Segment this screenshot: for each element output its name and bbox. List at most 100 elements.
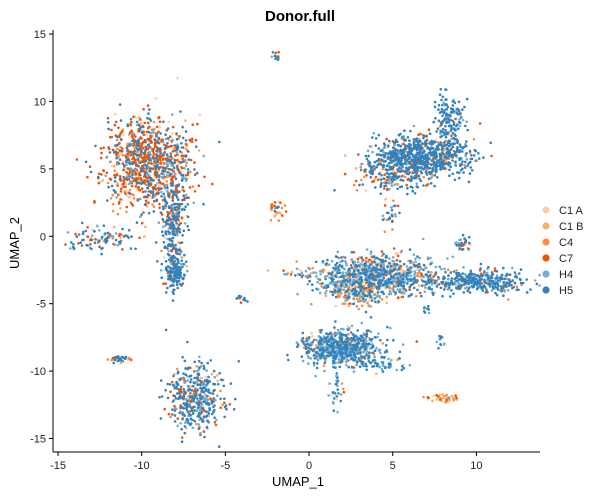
- data-point-h5: [176, 286, 179, 290]
- data-point-h4: [147, 173, 150, 177]
- data-point-h5: [461, 108, 464, 111]
- data-point-h5: [353, 291, 356, 295]
- data-point-h5: [439, 123, 443, 127]
- data-point-h5: [377, 279, 381, 282]
- data-point-c1-a: [310, 331, 313, 335]
- data-point-h5: [339, 275, 343, 279]
- data-point-h5: [368, 266, 371, 269]
- data-point-h5: [362, 356, 366, 359]
- data-point-h4: [176, 424, 179, 428]
- data-point-h5: [392, 146, 395, 150]
- data-point-h5: [490, 271, 494, 274]
- data-point-h5: [437, 108, 440, 111]
- data-point-h5: [321, 353, 325, 357]
- data-point-h5: [164, 166, 167, 170]
- data-point-h5: [379, 183, 383, 187]
- data-point-h5: [426, 275, 430, 278]
- data-point-h5: [309, 347, 313, 351]
- data-point-c7: [383, 173, 386, 177]
- data-point-h5: [351, 344, 355, 347]
- data-point-c4: [415, 274, 419, 277]
- data-point-c7: [189, 158, 193, 162]
- data-point-c1-b: [101, 179, 105, 182]
- data-point-h4: [339, 393, 343, 396]
- data-point-h5: [326, 258, 329, 262]
- data-point-h5: [177, 223, 181, 226]
- data-point-h5: [347, 328, 350, 332]
- data-point-h5: [487, 265, 490, 269]
- data-point-h4: [443, 342, 446, 346]
- data-point-h5: [80, 221, 84, 225]
- data-point-c7: [169, 390, 172, 394]
- data-point-h5: [370, 168, 373, 171]
- data-point-h5: [126, 149, 129, 152]
- data-point-h4: [337, 331, 341, 335]
- data-point-c7: [400, 174, 404, 178]
- data-point-h5: [367, 160, 370, 163]
- data-point-h5: [490, 274, 493, 278]
- data-point-h4: [319, 272, 322, 276]
- data-point-h5: [171, 290, 174, 294]
- data-point-h4: [306, 355, 310, 358]
- data-point-h5: [177, 198, 180, 201]
- data-point-h4: [143, 162, 147, 165]
- data-point-h5: [449, 119, 453, 122]
- data-point-h5: [156, 260, 159, 263]
- data-point-h5: [141, 169, 144, 173]
- data-point-h4: [366, 290, 370, 294]
- data-point-h4: [111, 235, 115, 238]
- data-point-h5: [380, 154, 383, 157]
- data-point-h5: [146, 180, 150, 183]
- data-point-h5: [183, 208, 186, 211]
- data-point-h4: [184, 193, 188, 197]
- data-point-c7: [144, 155, 148, 159]
- data-point-h5: [143, 203, 147, 206]
- data-point-h5: [114, 238, 118, 242]
- data-point-h4: [295, 267, 299, 271]
- data-point-h4: [202, 154, 206, 158]
- data-point-h5: [89, 170, 93, 174]
- data-point-h5: [179, 271, 183, 275]
- data-point-h5: [166, 286, 169, 290]
- data-point-h5: [423, 155, 426, 158]
- data-point-h4: [331, 333, 334, 336]
- data-point-h5: [468, 235, 471, 239]
- data-point-h4: [69, 247, 72, 250]
- data-point-h5: [149, 167, 152, 170]
- data-point-c7: [121, 248, 124, 251]
- data-point-h5: [327, 344, 331, 347]
- data-point-h5: [388, 165, 391, 168]
- data-point-h4: [332, 281, 336, 284]
- data-point-h5: [469, 160, 472, 164]
- data-point-c7: [376, 178, 380, 182]
- data-point-h4: [377, 332, 380, 335]
- data-point-h5: [434, 170, 438, 174]
- data-point-h4: [369, 250, 373, 253]
- data-point-c7: [154, 132, 158, 135]
- data-point-h4: [131, 131, 134, 135]
- data-point-c1-b: [140, 122, 143, 125]
- data-point-h5: [387, 139, 391, 143]
- data-point-h5: [166, 127, 170, 130]
- data-point-h5: [125, 146, 129, 150]
- data-point-h5: [344, 279, 348, 282]
- data-point-c7: [470, 154, 473, 157]
- data-point-c4: [362, 284, 366, 288]
- data-point-h5: [173, 278, 177, 282]
- data-point-h5: [433, 151, 436, 154]
- data-point-h5: [427, 158, 430, 161]
- data-point-h5: [123, 165, 126, 168]
- data-point-h5: [164, 133, 167, 136]
- data-point-h5: [149, 190, 152, 193]
- data-point-h5: [423, 280, 427, 284]
- data-point-h5: [166, 160, 169, 163]
- data-point-h5: [173, 202, 176, 206]
- data-point-h5: [161, 234, 165, 237]
- data-point-h5: [424, 142, 428, 146]
- data-point-h4: [403, 175, 407, 179]
- data-point-c7: [146, 137, 149, 141]
- data-point-h5: [491, 279, 495, 283]
- data-point-c4: [121, 153, 125, 157]
- data-point-h5: [181, 265, 184, 269]
- data-point-c7: [397, 296, 400, 299]
